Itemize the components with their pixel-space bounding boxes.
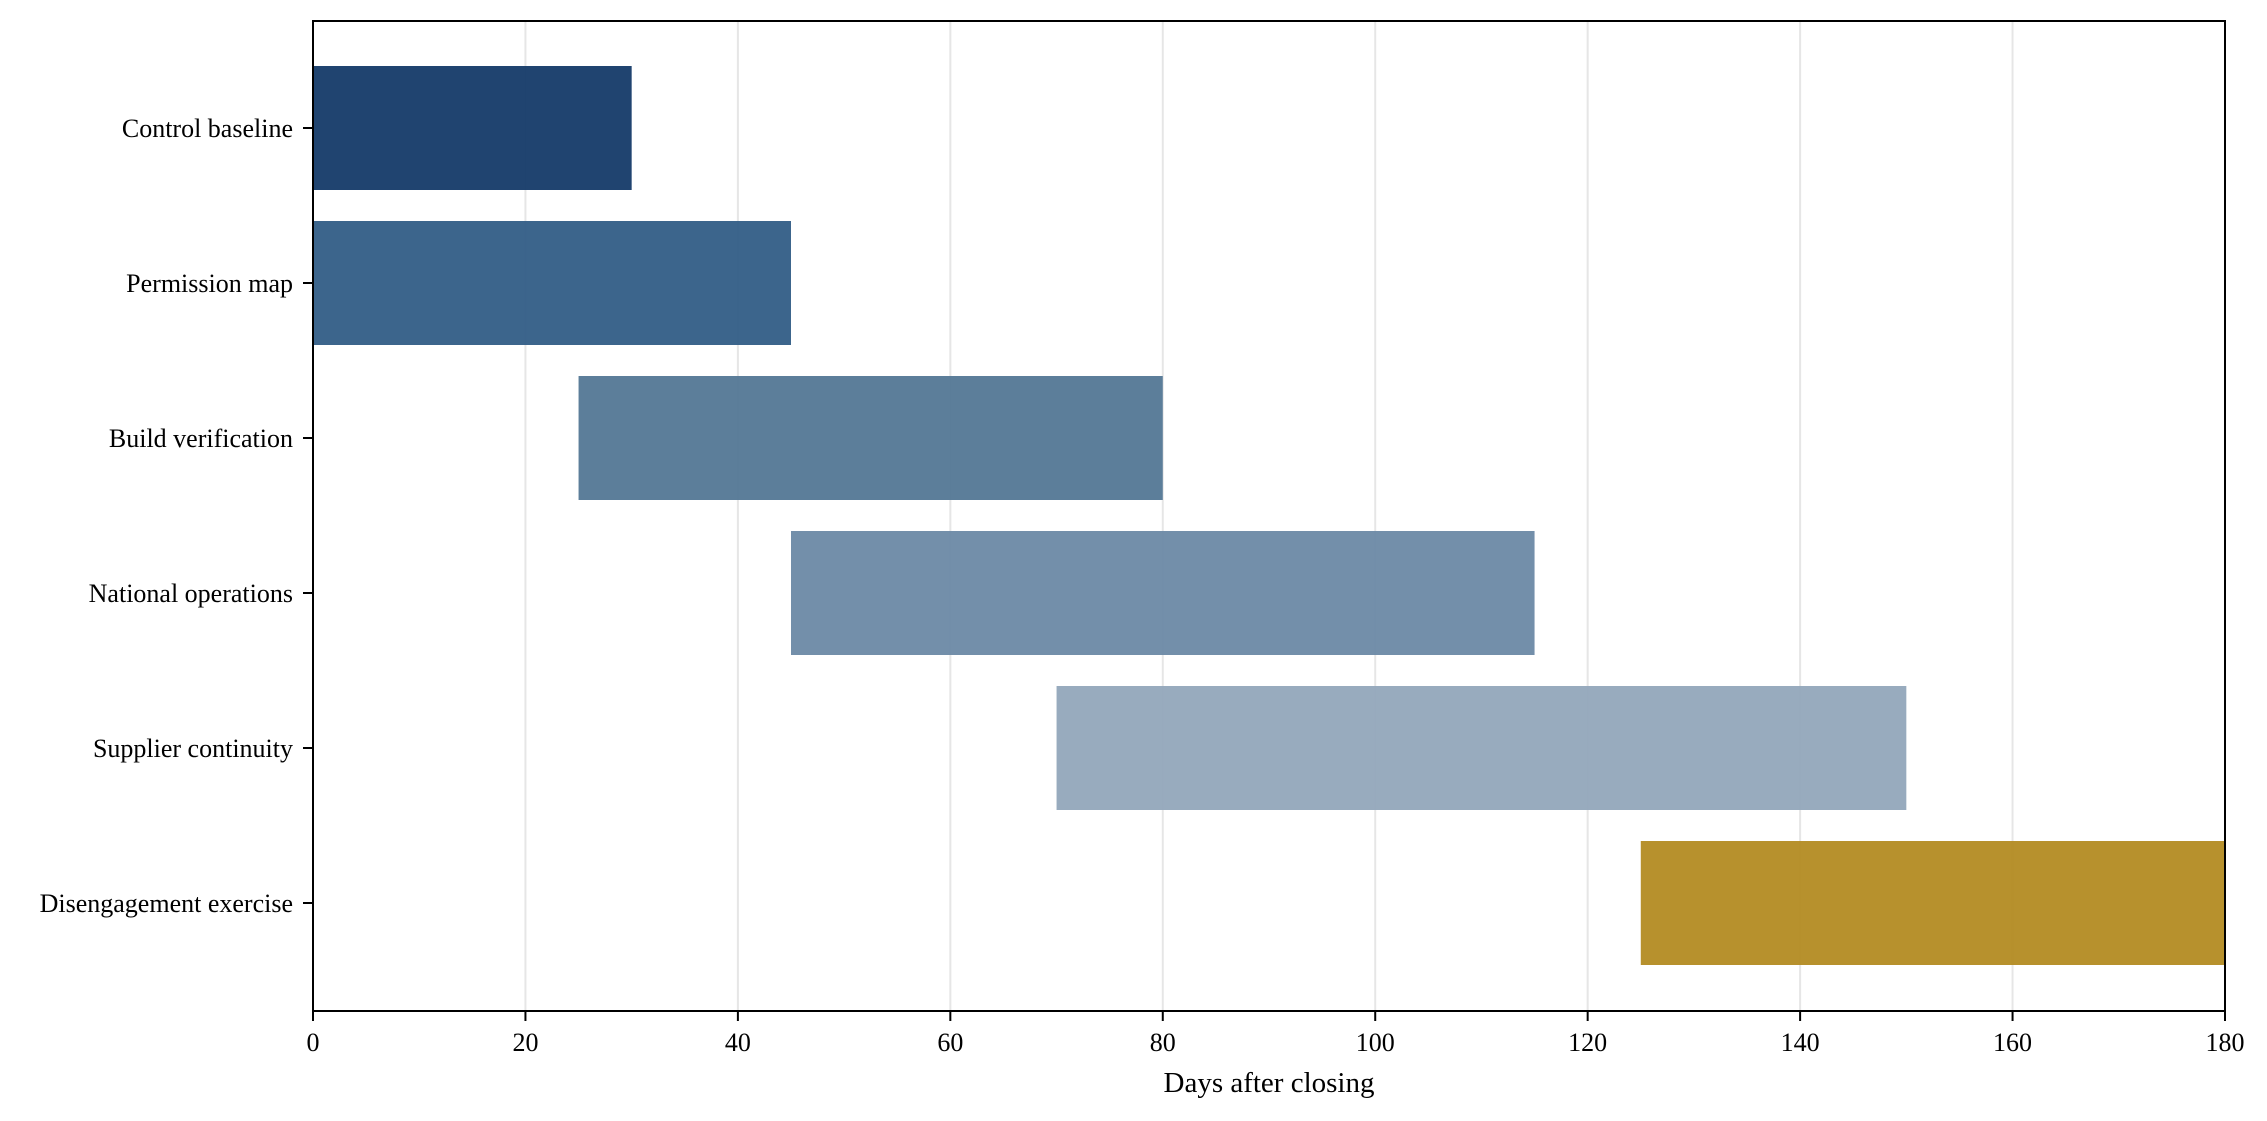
x-tick-label: 160	[1993, 1028, 2032, 1057]
y-tick-label: National operations	[89, 579, 293, 608]
x-tick-label: 80	[1150, 1028, 1176, 1057]
y-tick-label: Disengagement exercise	[40, 889, 293, 918]
axes	[312, 20, 2226, 1012]
x-axis-label: Days after closing	[1164, 1067, 1375, 1099]
task-bar	[578, 376, 1163, 500]
x-tick-label: 20	[512, 1028, 538, 1057]
y-tick-label: Build verification	[109, 424, 293, 453]
task-bar	[313, 66, 632, 190]
x-tick-label: 0	[307, 1028, 320, 1057]
x-tick-label: 100	[1356, 1028, 1395, 1057]
grid-lines	[524, 21, 2014, 1011]
x-tick-label: 60	[937, 1028, 963, 1057]
y-tick-label: Supplier continuity	[93, 734, 293, 763]
y-tick-label: Control baseline	[122, 114, 293, 143]
y-axis-ticks: Control baseline Permission map Build veri…	[40, 114, 313, 918]
y-tick-label: Permission map	[126, 269, 293, 298]
task-bar	[1640, 841, 2225, 965]
x-tick-label: 180	[2206, 1028, 2245, 1057]
bars	[313, 66, 2225, 965]
x-tick-label: 40	[725, 1028, 751, 1057]
plot-frame	[312, 20, 2226, 1012]
task-bar	[313, 221, 791, 345]
x-tick-label: 140	[1781, 1028, 1820, 1057]
x-tick-label: 120	[1568, 1028, 1607, 1057]
task-bar	[1056, 686, 1907, 810]
x-axis-ticks: 0 20 40 60 80 100 120 140 160 180	[307, 1011, 2245, 1057]
task-bar	[791, 531, 1535, 655]
